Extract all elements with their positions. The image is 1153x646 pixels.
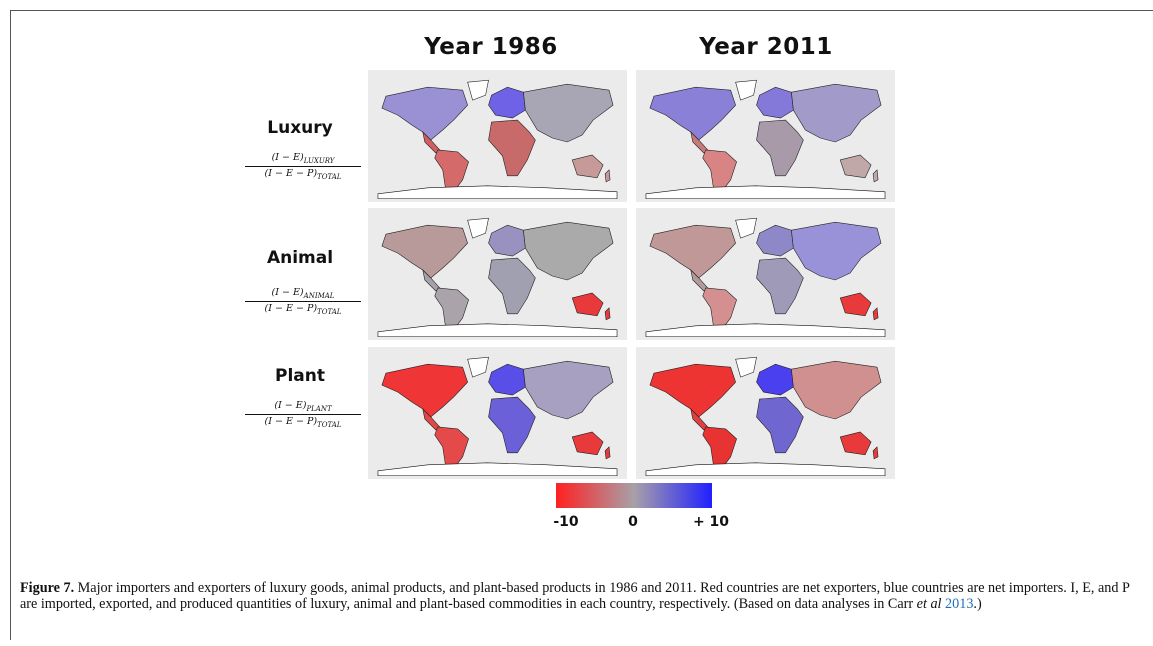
subscript: PLANT xyxy=(306,405,331,413)
map-panel xyxy=(368,347,627,479)
numerator: (I − E) xyxy=(272,287,304,298)
denominator: (I − E − P) xyxy=(265,168,318,179)
subscript: TOTAL xyxy=(317,173,341,181)
numerator: (I − E) xyxy=(272,152,304,163)
subscript: ANIMAL xyxy=(304,292,335,300)
colorbar-label: + 10 xyxy=(693,514,729,530)
map-panel xyxy=(636,347,895,479)
subscript: LUXURY xyxy=(304,157,335,165)
citation-link[interactable]: 2013 xyxy=(945,596,973,612)
denominator: (I − E − P) xyxy=(265,416,318,427)
figure-page: Year 1986 Year 2011 Luxury (I − E)LUXURY… xyxy=(0,0,1153,646)
formula: (I − E)LUXURY (I − E − P)TOTAL xyxy=(245,152,361,181)
denominator: (I − E − P) xyxy=(265,303,318,314)
subscript: TOTAL xyxy=(317,308,341,316)
caption-emphasis: et al xyxy=(917,596,942,612)
row-label: Animal xyxy=(240,248,360,268)
colorbar-label: 0 xyxy=(628,514,638,530)
colorbar xyxy=(556,483,712,508)
map-panel xyxy=(636,208,895,340)
formula: (I − E)PLANT (I − E − P)TOTAL xyxy=(245,400,361,429)
colorbar-label: -10 xyxy=(553,514,578,530)
map-panel xyxy=(368,208,627,340)
caption-end: .) xyxy=(973,596,981,612)
subscript: TOTAL xyxy=(317,421,341,429)
caption: Figure 7. Major importers and exporters … xyxy=(20,580,1130,612)
caption-label: Figure 7. xyxy=(20,580,74,596)
column-title: Year 2011 xyxy=(636,34,896,60)
frame-line xyxy=(10,10,1153,11)
formula: (I − E)ANIMAL (I − E − P)TOTAL xyxy=(245,287,361,316)
map-panel xyxy=(636,70,895,202)
numerator: (I − E) xyxy=(274,400,306,411)
row-label: Plant xyxy=(240,366,360,386)
frame-line xyxy=(10,10,11,640)
map-panel xyxy=(368,70,627,202)
column-title: Year 1986 xyxy=(361,34,621,60)
row-label: Luxury xyxy=(240,118,360,138)
